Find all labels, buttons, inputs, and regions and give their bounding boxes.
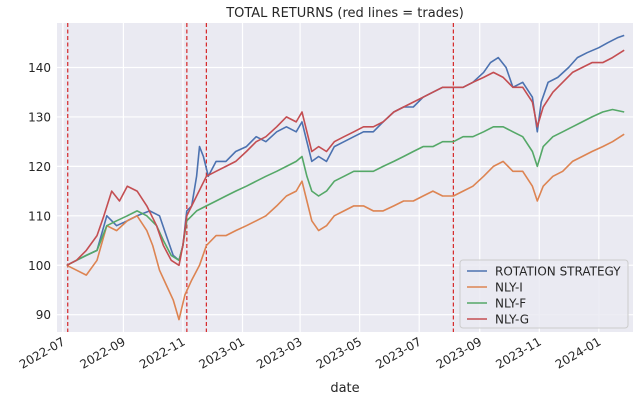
trade-lines [67,23,454,332]
x-tick-label: 2022-11 [137,334,187,371]
series-line-rotation-strategy [66,34,625,267]
x-tick-label: 2023-07 [373,334,423,371]
x-tick-label: 2023-09 [434,334,484,371]
legend: ROTATION STRATEGY NLY-I NLY-F NLY-G [459,259,629,329]
x-tick-label: 2023-05 [314,334,364,371]
legend-label: ROTATION STRATEGY [495,265,621,279]
series-lines [66,34,625,321]
x-tick-label: 2024-01 [553,334,603,371]
y-tick-label: 110 [28,209,51,223]
x-axis-ticks: 2022-07 2022-09 2022-11 2023-01 2023-03 2023-… [17,334,603,371]
legend-label: NLY-I [495,281,523,295]
y-axis-ticks: 90 100 110 120 130 140 [28,61,51,322]
y-tick-label: 140 [28,61,51,75]
y-tick-label: 130 [28,110,51,124]
legend-label: NLY-G [495,313,529,327]
x-axis-label: date [330,381,359,396]
chart-title: TOTAL RETURNS (red lines = trades) [225,6,464,21]
y-tick-label: 120 [28,160,51,174]
x-tick-label: 2022-09 [77,334,127,371]
legend-box [459,259,629,329]
y-tick-label: 100 [28,259,51,273]
x-tick-label: 2023-03 [254,334,304,371]
series-line-nly-g [66,49,625,267]
grid [57,23,633,332]
x-tick-label: 2023-01 [197,334,247,371]
y-tick-label: 90 [36,308,51,322]
legend-label: NLY-F [495,297,526,311]
series-line-nly-f [66,108,625,267]
x-tick-label: 2023-11 [493,334,543,371]
x-tick-label: 2022-07 [17,334,67,371]
series-line-nly-i [66,133,625,321]
